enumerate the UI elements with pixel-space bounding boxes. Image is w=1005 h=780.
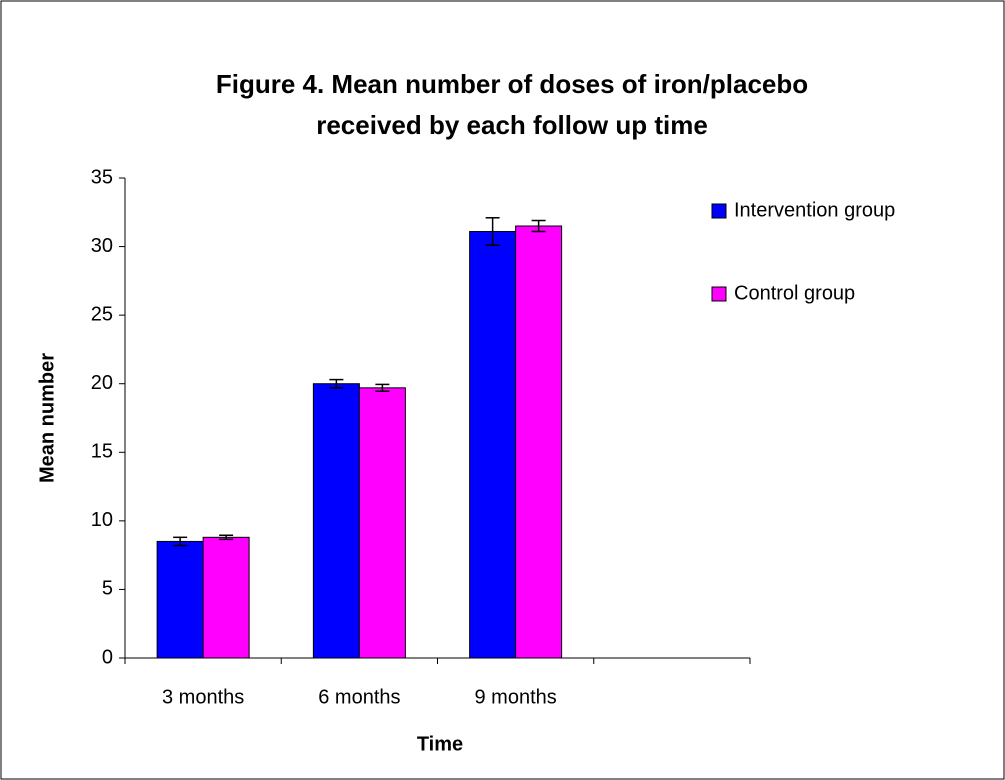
error-bar — [219, 534, 234, 541]
x-tick-label: 3 months — [162, 686, 244, 708]
bar — [469, 230, 517, 659]
error-bar — [531, 219, 546, 233]
bar — [312, 383, 360, 659]
bar — [202, 536, 250, 659]
error-bar — [329, 378, 344, 389]
error-bar — [375, 383, 390, 393]
x-tick-label: 9 months — [474, 686, 556, 708]
x-axis-label: Time — [417, 733, 463, 755]
bar — [358, 387, 406, 659]
y-tick-label: 10 — [91, 509, 113, 531]
y-axis-label: Mean number — [36, 353, 58, 483]
chart-title: received by each follow up time — [316, 110, 708, 140]
y-tick-label: 20 — [91, 372, 113, 394]
chart-title: Figure 4. Mean number of doses of iron/p… — [216, 69, 808, 99]
x-tick-label: 6 months — [318, 686, 400, 708]
legend-swatch — [711, 203, 727, 219]
y-tick-label: 0 — [102, 646, 113, 668]
y-tick-label: 15 — [91, 441, 113, 463]
y-tick-label: 30 — [91, 235, 113, 257]
legend-label: Intervention group — [734, 199, 895, 221]
error-bar — [485, 217, 500, 246]
y-tick-label: 5 — [102, 578, 113, 600]
bar — [515, 225, 563, 659]
y-tick-label: 25 — [91, 303, 113, 325]
y-tick-label: 35 — [91, 166, 113, 188]
legend-swatch — [711, 286, 727, 302]
error-bar — [173, 536, 188, 547]
bar — [156, 540, 204, 659]
legend-label: Control group — [734, 282, 855, 304]
